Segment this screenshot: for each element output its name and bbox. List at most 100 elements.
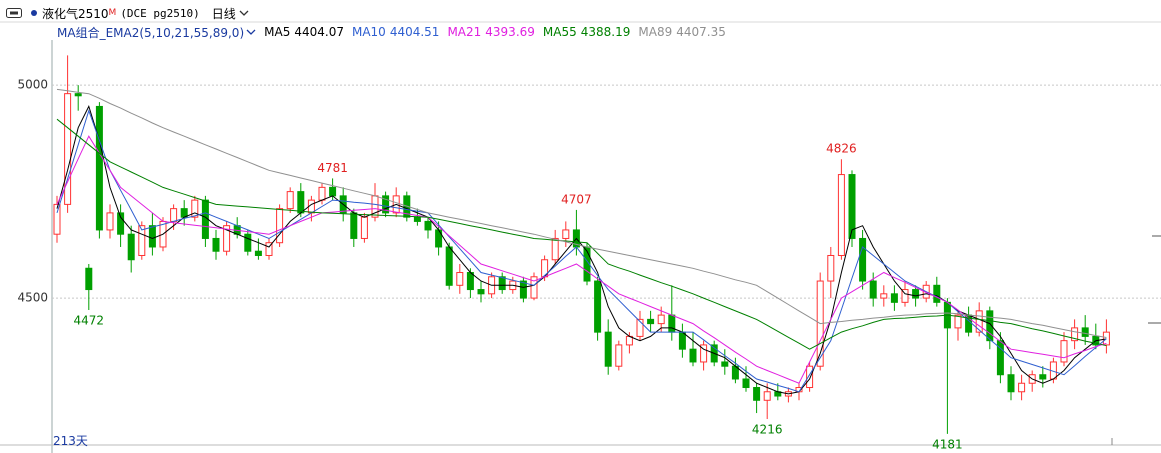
candle-body	[1102, 331, 1110, 346]
candle-body	[117, 212, 125, 235]
candle-body	[424, 220, 432, 231]
indicator-name[interactable]: MA组合_EMA2(5,10,21,55,89,0)	[57, 25, 245, 40]
candle-body	[53, 203, 61, 235]
candle-body	[562, 229, 570, 239]
candle-body	[1071, 327, 1079, 342]
candle-body	[954, 314, 962, 329]
extreme-label: 4781	[317, 161, 348, 175]
candle-body	[265, 242, 273, 256]
y-tick-label: 5000	[17, 78, 48, 92]
candle-body	[244, 233, 252, 252]
candle-body	[191, 199, 199, 218]
candle-body	[360, 216, 368, 239]
ma-line	[56, 118, 1107, 350]
candle-body	[456, 272, 464, 286]
menu-icon[interactable]	[6, 8, 22, 18]
legend-name: MA10	[351, 25, 386, 39]
candle-body	[986, 310, 994, 342]
indicator-legend: MA组合_EMA2(5,10,21,55,89,0) MA5 4404.07 MA1…	[57, 23, 734, 41]
candle-body	[615, 344, 623, 367]
candle-body	[350, 212, 358, 239]
candle-body	[869, 280, 877, 299]
candle-body	[95, 105, 103, 231]
legend-value: 4393.69	[485, 25, 535, 39]
candle-body	[382, 195, 390, 214]
candle-body	[753, 387, 761, 401]
candle-body	[297, 191, 305, 214]
extreme-label: 4707	[561, 192, 592, 206]
chevron[interactable]	[246, 28, 256, 36]
candle-body	[668, 314, 676, 333]
candle-body	[880, 293, 888, 299]
candle-body	[85, 267, 93, 291]
candle-body	[827, 254, 835, 282]
symbol[interactable]: 液化气2510	[42, 6, 109, 21]
candle-body	[901, 289, 909, 303]
legend-name: MA21	[447, 25, 482, 39]
candle-body	[64, 93, 72, 205]
candle-body	[912, 289, 920, 299]
candle-body	[329, 186, 337, 197]
candle-body	[477, 289, 485, 295]
candle-body	[678, 331, 686, 350]
candle-body	[466, 272, 474, 291]
y-tick-label: 4500	[17, 291, 48, 305]
candle-body	[763, 391, 771, 401]
candle-body	[519, 280, 527, 299]
legend-name: MA89	[638, 25, 673, 39]
candle-body	[148, 225, 156, 248]
candle-body	[1060, 340, 1068, 363]
candle-body	[647, 318, 655, 325]
candle-body	[996, 340, 1004, 376]
candle-body	[742, 378, 750, 389]
header: 液化气2510 M (DCE pg2510) 日线	[6, 4, 249, 22]
candle-body	[721, 361, 729, 367]
candle-body	[933, 284, 941, 303]
candle-body	[106, 212, 114, 231]
candle-body	[859, 237, 867, 282]
legend-name: MA55	[542, 25, 577, 39]
candle-body	[594, 280, 602, 333]
candle-body	[1018, 382, 1026, 393]
legend-value: 4388.19	[580, 25, 631, 39]
candle-body	[700, 344, 708, 363]
candle-body	[848, 174, 856, 239]
extreme-label: 4181	[932, 437, 963, 451]
candle-body	[223, 225, 231, 252]
candle-body	[1007, 374, 1015, 393]
ma-line	[56, 88, 1107, 338]
chevron[interactable]	[239, 9, 249, 17]
legend-value: 4404.07	[294, 25, 344, 39]
candle-body	[890, 293, 898, 303]
flag: M	[108, 8, 117, 18]
candle-body	[530, 276, 538, 299]
candle-body	[689, 348, 697, 363]
candle-body	[74, 93, 82, 97]
candle-body	[254, 250, 262, 256]
candle-body	[413, 216, 421, 222]
period[interactable]: 日线	[211, 6, 236, 21]
extreme-label: 4472	[74, 314, 105, 328]
candle-body	[127, 233, 135, 261]
candle-body	[445, 246, 453, 286]
ma-line	[56, 135, 1107, 384]
candle-body	[138, 225, 146, 256]
candle-body	[1039, 374, 1047, 380]
candle-body	[212, 237, 220, 252]
legend-name: MA5	[264, 25, 291, 39]
candle-body	[170, 208, 178, 222]
status-dot	[31, 10, 37, 16]
ma-line	[56, 109, 1107, 393]
candle-body	[1081, 327, 1089, 337]
extreme-label: 4826	[826, 142, 857, 156]
candle-body	[636, 318, 644, 337]
candle-body	[286, 191, 294, 210]
candle-body	[657, 314, 665, 325]
candle-body	[806, 365, 814, 389]
candle-body	[604, 331, 612, 367]
code: (DCE pg2510)	[120, 6, 200, 20]
legend-value: 4407.35	[676, 25, 726, 39]
day-count: 213天	[53, 434, 88, 448]
